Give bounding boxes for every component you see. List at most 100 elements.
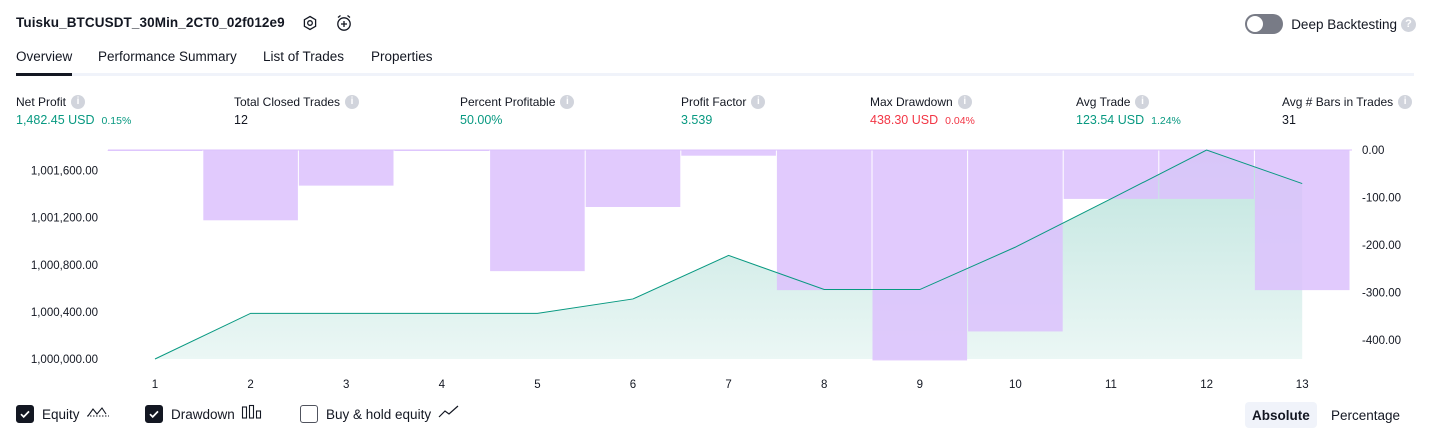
equity-checkbox[interactable] bbox=[16, 405, 34, 423]
metric-label: Avg # Bars in Trades bbox=[1282, 94, 1394, 109]
drawdown-bar bbox=[298, 150, 394, 186]
buy-hold-checkbox[interactable] bbox=[300, 405, 318, 423]
legend-label: Equity bbox=[42, 406, 80, 422]
equity-line-path bbox=[154, 149, 1303, 360]
x-axis-tick: 12 bbox=[1200, 379, 1213, 391]
settings-icon[interactable] bbox=[300, 13, 320, 33]
help-icon[interactable]: i bbox=[1398, 94, 1413, 109]
x-axis: 1 2 3 4 5 6 7 8 9 10 11 12 13 bbox=[152, 379, 1309, 391]
x-axis-tick: 13 bbox=[1296, 379, 1309, 391]
tab-overview[interactable]: Overview bbox=[16, 49, 73, 76]
left-axis: 1,001,600.00 1,001,200.00 1,000,800.00 1,00… bbox=[31, 166, 98, 366]
metric-label: Profit Factor bbox=[681, 94, 747, 109]
strategy-header: Tuisku_BTCUSDT_30Min_2CT0_02f012e9 Deep … bbox=[16, 0, 1416, 46]
metric-value: 50.00% bbox=[460, 113, 503, 127]
legend-label: Drawdown bbox=[171, 406, 235, 422]
metric-percent: 0.04% bbox=[945, 115, 975, 127]
drawdown-bar bbox=[107, 150, 203, 151]
x-axis-tick: 8 bbox=[821, 379, 827, 391]
metric-label: Max Drawdown bbox=[870, 94, 953, 109]
right-axis-tick: -200.00 bbox=[1362, 240, 1401, 252]
buy-hold-line-icon bbox=[437, 404, 461, 425]
help-icon[interactable]: i bbox=[71, 94, 86, 109]
help-icon[interactable]: i bbox=[345, 94, 360, 109]
metric-value: 31 bbox=[1282, 113, 1296, 127]
drawdown-bar bbox=[585, 150, 681, 207]
x-axis-tick: 10 bbox=[1009, 379, 1022, 391]
tab-bar: Overview Performance Summary List of Tra… bbox=[16, 46, 1414, 76]
help-icon[interactable]: i bbox=[957, 94, 972, 109]
metric-percent: 0.15% bbox=[101, 115, 132, 127]
x-axis-tick: 5 bbox=[534, 379, 540, 391]
drawdown-bars-icon bbox=[241, 404, 263, 425]
drawdown-bar bbox=[776, 150, 872, 291]
metric-label: Percent Profitable bbox=[460, 94, 556, 109]
x-axis-tick: 9 bbox=[917, 379, 923, 391]
metric-avg-bars-in-trades: Avg # Bars in Trades i 31 bbox=[1282, 93, 1413, 129]
help-icon[interactable]: ? bbox=[1401, 16, 1416, 32]
right-axis-tick: -400.00 bbox=[1362, 335, 1401, 347]
legend-buy-hold-equity[interactable]: Buy & hold equity bbox=[300, 403, 461, 425]
legend-drawdown[interactable]: Drawdown bbox=[145, 403, 263, 425]
help-icon[interactable]: i bbox=[560, 94, 575, 109]
deep-backtesting: Deep Backtesting ? bbox=[1245, 13, 1416, 35]
metric-max-drawdown: Max Drawdown i 438.30 USD 0.04% bbox=[870, 93, 975, 129]
x-axis-tick: 11 bbox=[1105, 379, 1117, 391]
metric-value: 3.539 bbox=[681, 113, 713, 127]
left-axis-tick: 1,001,600.00 bbox=[31, 166, 98, 178]
right-axis-tick: -100.00 bbox=[1362, 193, 1401, 205]
drawdown-bar bbox=[394, 150, 490, 151]
metric-total-closed-trades: Total Closed Trades i 12 bbox=[234, 93, 360, 129]
x-axis-tick: 2 bbox=[247, 379, 253, 391]
x-axis-tick: 4 bbox=[439, 379, 446, 391]
metric-percent-profitable: Percent Profitable i 50.00% bbox=[460, 93, 575, 129]
add-alert-icon[interactable] bbox=[334, 13, 354, 33]
x-axis-tick: 1 bbox=[152, 379, 158, 391]
right-axis-tick: 0.00 bbox=[1362, 145, 1384, 157]
drawdown-bar bbox=[1063, 150, 1159, 199]
left-axis-tick: 1,000,000.00 bbox=[31, 354, 98, 366]
drawdown-checkbox[interactable] bbox=[145, 405, 163, 423]
left-axis-tick: 1,000,400.00 bbox=[31, 307, 98, 319]
left-axis-tick: 1,001,200.00 bbox=[31, 213, 98, 225]
right-axis-tick: -300.00 bbox=[1362, 288, 1401, 300]
metric-label: Total Closed Trades bbox=[234, 94, 341, 109]
left-axis-tick: 1,000,800.00 bbox=[31, 260, 98, 272]
tab-properties[interactable]: Properties bbox=[371, 49, 433, 64]
drawdown-bar bbox=[203, 150, 298, 221]
drawdown-bar bbox=[872, 150, 968, 361]
drawdown-bar bbox=[968, 150, 1063, 332]
help-icon[interactable]: i bbox=[1135, 94, 1150, 109]
deep-backtesting-toggle[interactable] bbox=[1245, 14, 1284, 34]
metric-profit-factor: Profit Factor i 3.539 bbox=[681, 93, 766, 129]
absolute-toggle[interactable]: Absolute bbox=[1245, 402, 1317, 428]
metric-avg-trade: Avg Trade i 123.54 USD 1.24% bbox=[1076, 93, 1181, 129]
x-axis-tick: 6 bbox=[630, 379, 636, 391]
equity-line-icon bbox=[86, 404, 112, 425]
strategy-title: Tuisku_BTCUSDT_30Min_2CT0_02f012e9 bbox=[16, 15, 285, 30]
tab-performance-summary[interactable]: Performance Summary bbox=[98, 49, 237, 64]
drawdown-bar bbox=[1159, 150, 1254, 199]
metric-value: 1,482.45 USD bbox=[16, 113, 95, 127]
percentage-toggle[interactable]: Percentage bbox=[1331, 407, 1401, 423]
metric-label: Avg Trade bbox=[1076, 94, 1131, 109]
tab-list-of-trades[interactable]: List of Trades bbox=[263, 49, 345, 64]
right-axis: 0.00 -100.00 -200.00 -300.00 -400.00 bbox=[1362, 145, 1401, 347]
metric-value: 438.30 USD bbox=[870, 113, 939, 127]
drawdown-bar bbox=[1254, 150, 1350, 291]
x-axis-tick: 3 bbox=[343, 379, 349, 391]
metric-value: 123.54 USD bbox=[1076, 113, 1145, 127]
metric-value: 12 bbox=[234, 113, 248, 127]
drawdown-bar bbox=[490, 150, 585, 272]
equity-drawdown-chart[interactable]: 1,001,600.00 1,001,200.00 1,000,800.00 1,00… bbox=[0, 140, 1431, 395]
x-axis-tick: 7 bbox=[725, 379, 731, 391]
metric-label: Net Profit bbox=[16, 94, 67, 109]
deep-backtesting-label: Deep Backtesting bbox=[1291, 16, 1397, 32]
drawdown-bar bbox=[681, 150, 776, 156]
metric-net-profit: Net Profit i 1,482.45 USD 0.15% bbox=[16, 93, 131, 129]
legend-label: Buy & hold equity bbox=[326, 406, 432, 422]
legend-equity[interactable]: Equity bbox=[16, 403, 112, 425]
help-icon[interactable]: i bbox=[751, 94, 766, 109]
toggle-knob bbox=[1247, 16, 1264, 32]
equity-line bbox=[154, 149, 1303, 360]
